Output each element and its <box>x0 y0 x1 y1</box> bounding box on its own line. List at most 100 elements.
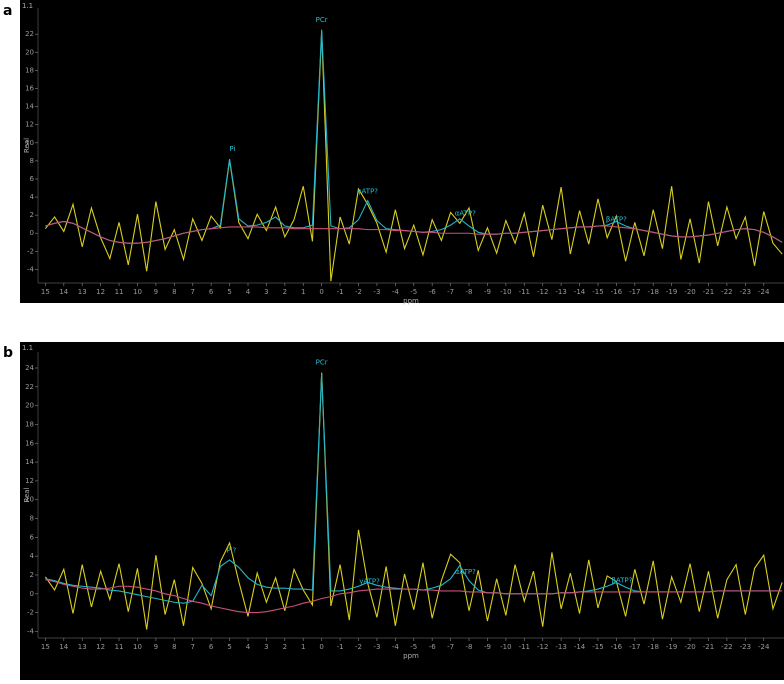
y-tick-label: 4 <box>30 552 35 560</box>
x-tick-label: -2 <box>355 288 362 296</box>
y-tick-label: 4 <box>30 193 35 201</box>
x-tick-label: -11 <box>519 288 530 296</box>
x-tick-label: -6 <box>429 643 437 651</box>
panel-label: b <box>3 345 13 361</box>
x-tick-label: 7 <box>190 288 194 296</box>
x-tick-label: 6 <box>209 288 214 296</box>
x-tick-label: 9 <box>154 643 158 651</box>
peak-label: αATP? <box>455 568 476 576</box>
y-tick-label: 20 <box>25 48 34 56</box>
x-tick-label: -24 <box>758 288 770 296</box>
x-tick-label: 12 <box>96 288 105 296</box>
panel-label: a <box>3 3 12 19</box>
x-tick-label: -4 <box>392 643 400 651</box>
peak-label: PCr <box>316 358 328 366</box>
x-tick-label: -7 <box>447 643 454 651</box>
x-tick-label: -16 <box>611 288 623 296</box>
x-tick-label: -19 <box>666 288 677 296</box>
x-tick-label: 4 <box>246 643 251 651</box>
y-tick-label: -4 <box>27 627 35 635</box>
x-tick-label: -12 <box>537 643 548 651</box>
x-tick-label: -23 <box>740 288 751 296</box>
peak-label: γATP? <box>357 188 378 196</box>
x-tick-label: -22 <box>721 643 732 651</box>
y-tick-label: 16 <box>25 85 34 93</box>
x-tick-label: 5 <box>227 643 231 651</box>
x-tick-label: 15 <box>41 643 50 651</box>
x-tick-label: -8 <box>466 643 473 651</box>
x-tick-label: 2 <box>283 643 287 651</box>
x-tick-label: -18 <box>648 643 659 651</box>
x-axis-label: ppm <box>403 297 419 305</box>
x-tick-label: 13 <box>78 288 87 296</box>
x-tick-label: 0 <box>319 643 323 651</box>
y-tick-label: 2 <box>30 211 34 219</box>
x-tick-label: 5 <box>227 288 231 296</box>
x-tick-label: -12 <box>537 288 548 296</box>
y-tick-label: 12 <box>25 121 34 129</box>
x-tick-label: -8 <box>466 288 473 296</box>
x-tick-label: -16 <box>611 643 623 651</box>
peak-label: γATP? <box>359 578 380 586</box>
x-tick-label: -2 <box>355 643 362 651</box>
x-tick-label: 6 <box>209 643 214 651</box>
y-tick-label: 8 <box>30 515 34 523</box>
x-tick-label: 1 <box>301 288 305 296</box>
y-tick-label: 10 <box>25 496 34 504</box>
y-tick-label: 12 <box>25 477 34 485</box>
peak-label: Pi <box>229 145 235 153</box>
x-tick-label: -13 <box>555 288 566 296</box>
y-tick-label: 22 <box>25 30 34 38</box>
x-tick-label: -5 <box>410 643 417 651</box>
y-axis-label: Real <box>23 487 31 502</box>
x-tick-label: -13 <box>555 643 566 651</box>
x-tick-label: 9 <box>154 288 158 296</box>
y-tick-label: 16 <box>25 439 34 447</box>
x-tick-label: 8 <box>172 288 176 296</box>
y-tick-label: 18 <box>25 420 34 428</box>
y-tick-label: -2 <box>27 609 34 617</box>
corner-label: 1.1 <box>22 344 33 352</box>
x-tick-label: 0 <box>319 288 323 296</box>
x-tick-label: 2 <box>283 288 287 296</box>
x-tick-label: -10 <box>500 643 511 651</box>
x-tick-label: 10 <box>133 643 142 651</box>
spectrum-line <box>45 579 783 614</box>
spectrum-line <box>45 220 783 244</box>
x-tick-label: 11 <box>115 288 124 296</box>
x-tick-label: -4 <box>392 288 400 296</box>
spectrum-line <box>44 31 783 282</box>
x-tick-label: 3 <box>264 643 268 651</box>
y-tick-label: 18 <box>25 66 34 74</box>
x-tick-label: -7 <box>447 288 454 296</box>
peak-label: PCr <box>316 16 328 24</box>
x-tick-label: -14 <box>574 288 586 296</box>
x-tick-label: -20 <box>684 643 695 651</box>
x-tick-label: -21 <box>703 288 714 296</box>
x-tick-label: -10 <box>500 288 511 296</box>
corner-label: 1.1 <box>22 2 33 10</box>
y-tick-label: 14 <box>25 458 34 466</box>
y-tick-label: -2 <box>27 247 34 255</box>
y-tick-label: 0 <box>30 229 34 237</box>
x-tick-label: -22 <box>721 288 732 296</box>
plot-background <box>20 0 784 303</box>
x-tick-label: -15 <box>592 288 603 296</box>
x-tick-label: 12 <box>96 643 105 651</box>
x-tick-label: -19 <box>666 643 677 651</box>
x-tick-label: 14 <box>59 643 68 651</box>
y-tick-label: 6 <box>30 533 35 541</box>
x-tick-label: 1 <box>301 643 305 651</box>
y-tick-label: 0 <box>30 590 34 598</box>
peak-label: βATP? <box>606 216 627 224</box>
x-tick-label: -20 <box>684 288 695 296</box>
x-tick-label: -3 <box>373 643 380 651</box>
x-tick-label: -17 <box>629 288 640 296</box>
y-tick-label: 10 <box>25 139 34 147</box>
x-tick-label: -18 <box>648 288 659 296</box>
x-tick-label: 14 <box>59 288 68 296</box>
x-tick-label: -3 <box>373 288 380 296</box>
x-tick-label: 11 <box>115 643 124 651</box>
y-tick-label: 20 <box>25 402 34 410</box>
